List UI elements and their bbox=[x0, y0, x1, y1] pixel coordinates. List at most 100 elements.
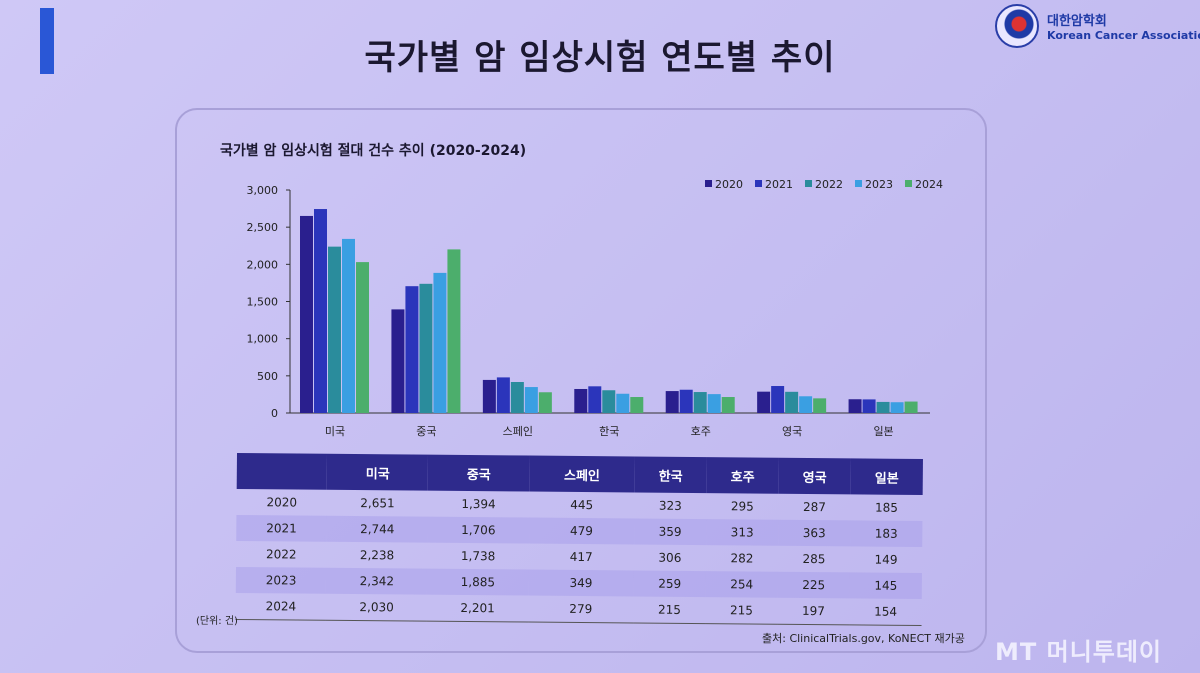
table-cell: 2,342 bbox=[326, 567, 428, 595]
bar-미국-2024 bbox=[356, 262, 369, 413]
accent-bar bbox=[40, 8, 54, 74]
category-label: 미국 bbox=[325, 425, 345, 438]
bar-일본-2021 bbox=[862, 399, 876, 413]
y-tick-label: 3,000 bbox=[247, 184, 279, 197]
table-cell: 306 bbox=[658, 550, 682, 565]
y-tick-label: 1,500 bbox=[247, 296, 279, 309]
bar-호주-2022 bbox=[693, 392, 707, 413]
table-cell: 2,201 bbox=[427, 594, 529, 623]
legend-swatch-2020 bbox=[705, 180, 712, 187]
column-header: 미국 bbox=[327, 453, 429, 491]
source-note: 출처: ClinicalTrials.gov, KoNECT 재가공 bbox=[762, 632, 965, 645]
table-cell: 285 bbox=[802, 551, 826, 567]
bar-한국-2024 bbox=[630, 397, 644, 413]
table-cell: 287 bbox=[802, 499, 826, 515]
logo-korean: 대한암학회 bbox=[1047, 14, 1107, 29]
table-cell: 225 bbox=[777, 571, 850, 599]
table-cell: 363 bbox=[778, 519, 851, 547]
table-cell: 359 bbox=[634, 518, 707, 546]
column-header: 스페인 bbox=[529, 455, 635, 493]
bar-중국-2023 bbox=[433, 272, 447, 413]
slide-title: 국가별 암 임상시험 연도별 추이 bbox=[364, 38, 836, 78]
column-header: 영국 bbox=[778, 457, 851, 495]
bar-미국-2020 bbox=[300, 215, 313, 413]
table-cell: 349 bbox=[528, 569, 634, 597]
legend-label: 2022 bbox=[815, 178, 843, 191]
table-row: 2024 2,030 2,201 279 215 215 197 154 bbox=[235, 592, 922, 626]
category-label: 한국 bbox=[599, 425, 619, 438]
bar-호주-2020 bbox=[665, 391, 679, 413]
table-cell: 254 bbox=[705, 571, 778, 598]
column-header: 호주 bbox=[706, 457, 779, 494]
table-cell: 145 bbox=[849, 572, 922, 599]
bar-스페인-2022 bbox=[510, 382, 524, 413]
legend-swatch-2023 bbox=[855, 180, 862, 187]
table-cell: 282 bbox=[730, 551, 754, 566]
table-cell: 2,744 bbox=[326, 515, 428, 543]
row-year: 2021 bbox=[236, 514, 327, 542]
column-header: 일본 bbox=[850, 458, 923, 495]
table-header: 미국 중국 스페인 한국 호주 영국 일본 bbox=[236, 453, 923, 495]
legend-swatch-2024 bbox=[905, 180, 912, 187]
bar-일본-2024 bbox=[904, 401, 918, 413]
row-year: 2023 bbox=[235, 566, 327, 594]
bar-한국-2022 bbox=[602, 390, 616, 413]
table-cell: 1,738 bbox=[460, 548, 496, 564]
legend-swatch-2021 bbox=[755, 180, 762, 187]
table-cell: 1,394 bbox=[461, 496, 496, 512]
watermark: MT 머니투데이 bbox=[995, 638, 1163, 666]
table-cell: 2,651 bbox=[360, 496, 395, 511]
bar-미국-2021 bbox=[314, 209, 327, 413]
bar-중국-2024 bbox=[447, 249, 461, 413]
bar-중국-2022 bbox=[419, 283, 433, 413]
bar-한국-2021 bbox=[588, 386, 602, 413]
legend-swatch-2022 bbox=[805, 180, 812, 187]
column-header: 한국 bbox=[634, 456, 707, 494]
bar-영국-2024 bbox=[813, 398, 827, 413]
y-tick-label: 0 bbox=[271, 407, 278, 420]
row-year: 2022 bbox=[265, 547, 297, 562]
table-cell: 259 bbox=[633, 570, 706, 598]
table-cell: 185 bbox=[874, 500, 898, 515]
column-header: 중국 bbox=[428, 454, 530, 492]
table-cell: 279 bbox=[528, 595, 634, 623]
table-cell: 149 bbox=[874, 552, 898, 567]
chart-panel bbox=[175, 108, 987, 653]
bar-호주-2024 bbox=[721, 397, 735, 413]
bar-미국-2022 bbox=[328, 246, 341, 413]
legend-label: 2024 bbox=[915, 178, 943, 191]
category-label: 중국 bbox=[416, 425, 436, 438]
bar-영국-2020 bbox=[757, 391, 771, 413]
table-cell: 313 bbox=[706, 519, 779, 546]
table-cell: 417 bbox=[569, 549, 593, 565]
legend-label: 2020 bbox=[715, 178, 743, 191]
category-label: 호주 bbox=[691, 425, 711, 438]
row-year: 2020 bbox=[266, 495, 298, 510]
legend-label: 2021 bbox=[765, 178, 793, 191]
bar-스페인-2024 bbox=[538, 392, 552, 413]
legend-label: 2023 bbox=[865, 178, 893, 191]
row-year: 2024 bbox=[235, 592, 327, 621]
category-label: 스페인 bbox=[503, 425, 533, 438]
y-tick-label: 500 bbox=[257, 370, 278, 383]
table-cell: 183 bbox=[850, 520, 923, 547]
bar-영국-2023 bbox=[799, 396, 813, 413]
bar-미국-2023 bbox=[342, 238, 355, 413]
column-header bbox=[236, 453, 328, 490]
table-cell: 479 bbox=[528, 517, 635, 545]
kca-emblem-icon bbox=[995, 4, 1039, 48]
bar-일본-2022 bbox=[876, 401, 890, 413]
kca-logo: 대한암학회 Korean Cancer Association bbox=[995, 4, 1200, 48]
category-label: 영국 bbox=[782, 425, 802, 438]
bar-호주-2023 bbox=[707, 394, 721, 413]
table-cell: 1,885 bbox=[427, 568, 529, 596]
y-tick-label: 2,500 bbox=[247, 221, 279, 234]
chart-title: 국가별 암 임상시험 절대 건수 추이 (2020-2024) bbox=[220, 143, 527, 159]
table-cell: 445 bbox=[570, 497, 594, 513]
bar-중국-2021 bbox=[405, 286, 419, 413]
table-cell: 2,238 bbox=[359, 548, 395, 563]
bar-한국-2020 bbox=[574, 388, 588, 413]
bar-스페인-2023 bbox=[524, 387, 538, 413]
y-tick-label: 2,000 bbox=[247, 258, 279, 271]
